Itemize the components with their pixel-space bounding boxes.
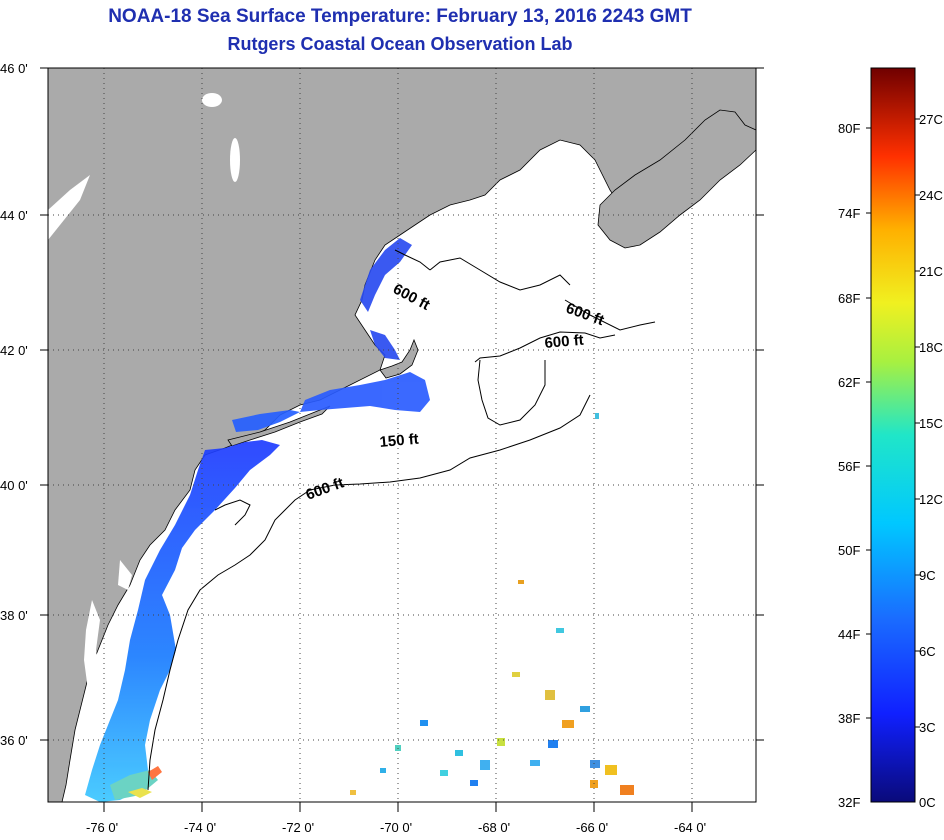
colorbar-f-label: 38F [838, 711, 860, 726]
colorbar-c-label: 15C [919, 416, 943, 431]
colorbar-f-label: 68F [838, 291, 860, 306]
lake [202, 93, 222, 107]
lake [230, 138, 240, 182]
lon-label: -72 0' [282, 820, 314, 835]
contour-label: 600 ft [544, 332, 585, 352]
colorbar-c-label: 9C [919, 568, 936, 583]
lat-label: 46 0' [0, 61, 28, 76]
colorbar-c-label: 21C [919, 264, 943, 279]
map-frame [47, 67, 757, 803]
sst-coastal-band [85, 238, 430, 802]
contour-label: 150 ft [379, 431, 420, 451]
lon-ticks [103, 802, 693, 812]
colorbar-f-label: 80F [838, 121, 860, 136]
lon-label: -76 0' [86, 820, 118, 835]
land-nova-scotia [597, 109, 756, 249]
depth-contours [147, 249, 656, 791]
lon-label: -66 0' [576, 820, 608, 835]
map-subtitle: Rutgers Coastal Ocean Observation Lab [227, 34, 573, 54]
lon-label: -68 0' [478, 820, 510, 835]
land-cape-cod [379, 338, 419, 379]
colorbar-f-label: 56F [838, 459, 860, 474]
map-title: NOAA-18 Sea Surface Temperature: Februar… [108, 6, 692, 27]
colorbar-c-label: 6C [919, 644, 936, 659]
graticule [48, 68, 756, 802]
chesapeake-bay [84, 600, 100, 700]
colorbar-c-label: 24C [919, 188, 943, 203]
colorbar-c-label: 3C [919, 720, 936, 735]
lat-label: 42 0' [0, 343, 28, 358]
land-long-island [227, 405, 331, 447]
colorbar-c-label: 12C [919, 492, 943, 507]
colorbar-c-label: 27C [919, 112, 943, 127]
lake-ontario-edge [48, 175, 90, 240]
lat-label: 40 0' [0, 478, 28, 493]
lat-label: 44 0' [0, 208, 28, 223]
colorbar-f-label: 74F [838, 206, 860, 221]
delaware-bay [118, 560, 132, 590]
lat-ticks [40, 67, 764, 741]
lon-label: -70 0' [380, 820, 412, 835]
colorbar-ticks [866, 118, 920, 728]
colorbar-f-label: 32F [838, 795, 860, 810]
lat-label: 36 0' [0, 733, 28, 748]
lon-label: -64 0' [674, 820, 706, 835]
colorbar-c-label: 18C [919, 340, 943, 355]
colorbar-f-label: 50F [838, 543, 860, 558]
colorbar-c-label: 0C [919, 795, 936, 810]
lat-label: 38 0' [0, 608, 28, 623]
colorbar-f-label: 62F [838, 375, 860, 390]
colorbar-f-label: 44F [838, 627, 860, 642]
lon-label: -74 0' [184, 820, 216, 835]
colorbar [870, 67, 916, 803]
